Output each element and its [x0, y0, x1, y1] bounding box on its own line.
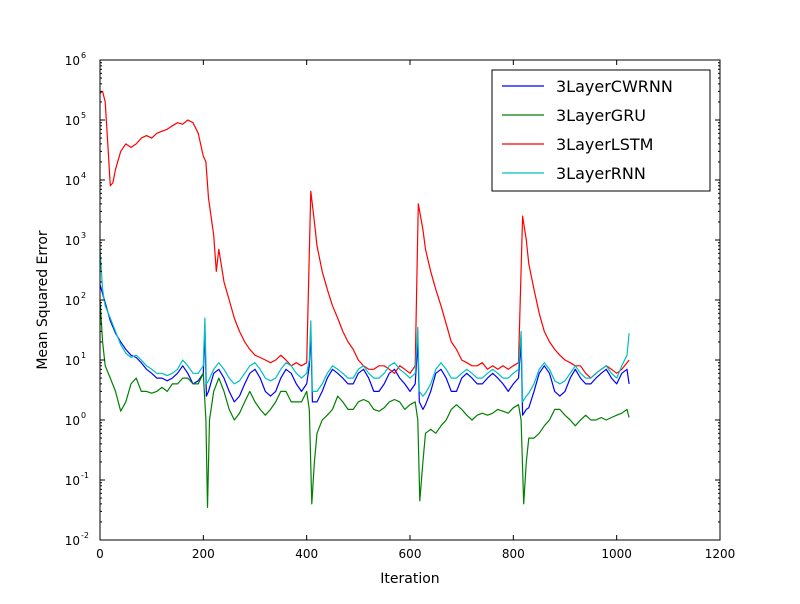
- y-tick-base-5: 10: [65, 234, 80, 248]
- y-tick-base-0: 10: [65, 534, 80, 548]
- series-line-0: [99, 284, 630, 416]
- y-tick-exponent-1: -1: [81, 471, 89, 480]
- x-tick-label-1: 200: [192, 547, 215, 561]
- x-tick-label-5: 1000: [601, 547, 632, 561]
- y-tick-base-2: 10: [65, 414, 80, 428]
- x-tick-label-4: 800: [502, 547, 525, 561]
- y-tick-label-5: 10 3: [65, 231, 86, 248]
- y-tick-label-7: 10 5: [65, 111, 86, 128]
- y-tick-exponent-5: 3: [81, 231, 86, 240]
- series-line-1: [99, 299, 630, 508]
- y-tick-base-4: 10: [65, 294, 80, 308]
- legend-label-1: 3LayerGRU: [556, 106, 646, 125]
- x-tick-label-0: 0: [96, 547, 104, 561]
- legend: 3LayerCWRNN 3LayerGRU 3LayerLSTM 3LayerRNN: [491, 69, 711, 192]
- y-tick-exponent-3: 1: [81, 351, 86, 360]
- legend-box: [491, 69, 711, 192]
- x-tick-label-3: 600: [399, 547, 422, 561]
- y-tick-exponent-4: 2: [81, 291, 86, 300]
- y-tick-exponent-8: 6: [81, 51, 86, 60]
- legend-label-3: 3LayerRNN: [556, 164, 646, 183]
- y-tick-exponent-2: 0: [81, 411, 86, 420]
- y-tick-label-8: 10 6: [65, 51, 86, 68]
- series-layer: [99, 90, 630, 508]
- y-tick-base-6: 10: [65, 174, 80, 188]
- y-tick-label-1: 10 -1: [65, 471, 89, 488]
- y-tick-exponent-7: 5: [81, 111, 86, 120]
- y-tick-exponent-0: -2: [81, 531, 89, 540]
- legend-label-0: 3LayerCWRNN: [556, 77, 673, 96]
- y-tick-base-1: 10: [65, 474, 80, 488]
- y-tick-label-3: 10 1: [65, 351, 86, 368]
- y-tick-base-7: 10: [65, 114, 80, 128]
- legend-label-2: 3LayerLSTM: [556, 135, 653, 154]
- y-tick-label-2: 10 0: [65, 411, 86, 428]
- y-tick-label-4: 10 2: [65, 291, 86, 308]
- series-line-3: [99, 249, 630, 403]
- y-tick-base-3: 10: [65, 354, 80, 368]
- y-tick-label-6: 10 4: [65, 171, 86, 188]
- y-tick-label-0: 10 -2: [65, 531, 89, 548]
- x-tick-label-2: 400: [295, 547, 318, 561]
- x-axis-label: Iteration: [380, 571, 439, 587]
- series-line-2: [99, 90, 630, 379]
- y-tick-base-8: 10: [65, 54, 80, 68]
- x-tick-label-6: 1200: [705, 547, 736, 561]
- y-tick-exponent-6: 4: [81, 171, 86, 180]
- y-axis-label: Mean Squared Error: [35, 230, 51, 370]
